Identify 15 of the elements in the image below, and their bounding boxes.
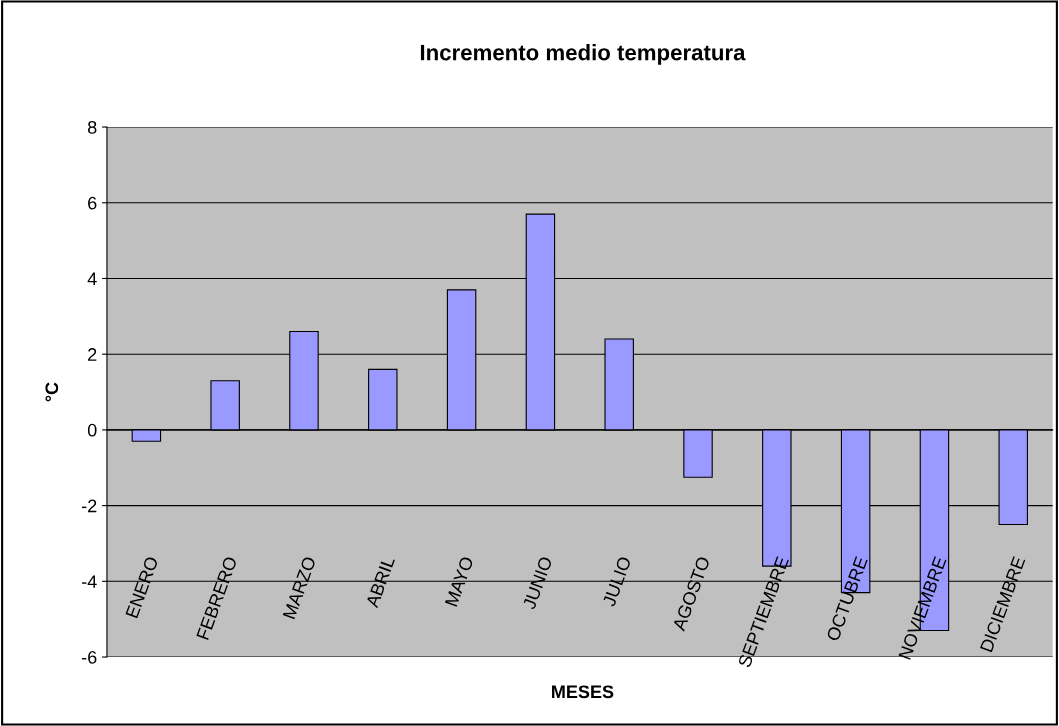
- x-tick-label: ABRIL: [365, 555, 395, 609]
- y-tick-label: 8: [87, 120, 97, 134]
- y-axis-title: °C: [45, 382, 59, 402]
- x-tick-label: JULIO: [602, 555, 632, 608]
- x-tick-label: MAYO: [444, 555, 474, 607]
- y-tick-label: 0: [87, 423, 97, 437]
- y-tick-label: -2: [81, 499, 97, 513]
- y-tick-label: 4: [87, 272, 97, 286]
- x-axis-title: MESES: [552, 685, 614, 699]
- chart-title: Incremento medio temperatura: [420, 44, 746, 65]
- y-tick-label: -6: [81, 650, 97, 664]
- y-tick-label: 2: [88, 348, 97, 361]
- x-tick-label: JUNIO: [522, 555, 553, 611]
- y-tick-label: -4: [81, 575, 97, 588]
- y-tick-label: 6: [88, 196, 97, 210]
